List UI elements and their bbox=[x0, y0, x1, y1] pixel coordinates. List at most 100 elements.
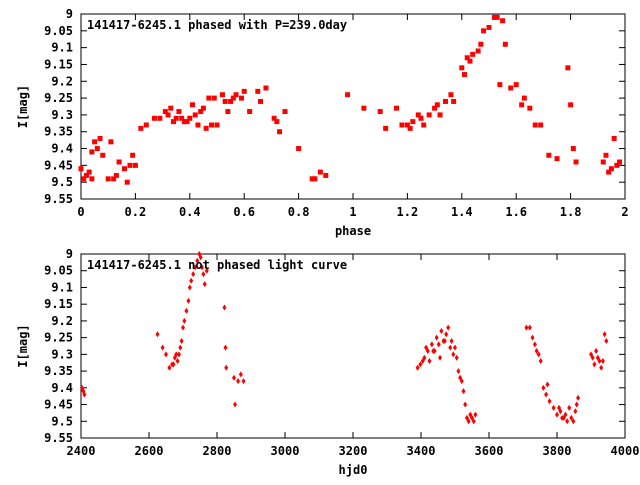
phased-data-point bbox=[151, 115, 157, 121]
phased-data-point bbox=[532, 122, 538, 128]
phased-data-point bbox=[143, 122, 149, 128]
phased-x-axis-label: phase bbox=[335, 224, 371, 238]
phased-data-point bbox=[100, 152, 106, 158]
unphased-ytick-label: 9.45 bbox=[44, 398, 73, 412]
unphased-chart-title: 141417-6245.1 not phased light curve bbox=[87, 258, 347, 272]
unphased-data-point bbox=[592, 361, 597, 368]
unphased-xtick-label: 4000 bbox=[611, 444, 640, 458]
phased-data-point bbox=[209, 122, 215, 128]
phased-data-point bbox=[475, 48, 481, 54]
phased-data-point bbox=[407, 125, 413, 131]
phased-plot-frame bbox=[80, 13, 626, 200]
phased-data-point bbox=[521, 95, 527, 101]
unphased-data-point bbox=[233, 401, 238, 408]
unphased-data-point bbox=[602, 331, 607, 338]
unphased-x-ticks: 2400 2600 2800 3000 3200 3400 3600 3800 4000 bbox=[67, 254, 640, 458]
phased-ytick-label: 9.35 bbox=[44, 125, 73, 139]
phased-data-point bbox=[225, 109, 231, 115]
unphased-data-point bbox=[558, 408, 563, 415]
phased-x-ticks: 0 0.2 0.4 0.6 0.8 1 1.2 1.4 1.6 1.8 2 bbox=[77, 14, 629, 219]
unphased-data-point bbox=[436, 341, 441, 348]
unphased-data-point bbox=[597, 358, 602, 365]
unphased-data-point bbox=[576, 394, 581, 401]
unphased-data-point bbox=[439, 327, 444, 334]
unphased-data-point bbox=[193, 264, 198, 271]
phased-xtick-label: 0 bbox=[77, 205, 84, 219]
phased-data-point bbox=[361, 105, 367, 111]
unphased-xtick-label: 3000 bbox=[271, 444, 300, 458]
phased-data-point bbox=[573, 159, 579, 165]
unphased-data-point bbox=[160, 344, 165, 351]
phased-ytick-label: 9.5 bbox=[51, 175, 73, 189]
phased-data-point bbox=[274, 119, 280, 125]
phased-data-point bbox=[86, 169, 92, 175]
phased-xtick-label: 0.6 bbox=[233, 205, 255, 219]
unphased-data-point bbox=[176, 351, 181, 358]
phased-data-point bbox=[519, 102, 525, 108]
phased-ytick-label: 9.3 bbox=[51, 108, 73, 122]
unphased-data-point bbox=[536, 351, 541, 358]
unphased-y-ticks: 9 9.05 9.1 9.15 9.2 9.25 9.3 9.35 9.4 9.45 9.5 9.55 bbox=[44, 247, 625, 445]
phased-data-point bbox=[122, 166, 128, 172]
phased-data-point bbox=[92, 139, 98, 145]
unphased-light-curve-panel: 9 9.05 9.1 9.15 9.2 9.25 9.3 9.35 9.4 9.45 9.5 9.55… bbox=[16, 247, 639, 477]
phased-data-point bbox=[467, 58, 473, 64]
phased-data-point bbox=[198, 109, 204, 115]
phased-data-point bbox=[190, 102, 196, 108]
phased-xtick-label: 0.4 bbox=[179, 205, 201, 219]
phased-data-point bbox=[241, 88, 247, 94]
phased-data-point bbox=[176, 109, 182, 115]
phased-data-point bbox=[200, 105, 206, 111]
unphased-data-point bbox=[600, 358, 605, 365]
unphased-data-point bbox=[599, 364, 604, 371]
phased-light-curve-panel: 9 9.05 9.1 9.15 9.2 9.25 9.3 9.35 9.4 9.45 9.5 9.55… bbox=[16, 7, 629, 238]
unphased-xtick-label: 3400 bbox=[407, 444, 436, 458]
unphased-data-point bbox=[184, 307, 189, 314]
phased-data-point bbox=[89, 176, 95, 182]
phased-data-point bbox=[494, 14, 500, 20]
unphased-data-point bbox=[182, 317, 187, 324]
unphased-data-point bbox=[438, 354, 443, 361]
phased-data-point bbox=[317, 169, 323, 175]
unphased-data-point bbox=[82, 391, 87, 398]
phased-data-point bbox=[614, 162, 620, 168]
phased-data-point bbox=[451, 98, 457, 104]
phased-data-point bbox=[377, 109, 383, 115]
phased-ytick-label: 9.2 bbox=[51, 74, 73, 88]
unphased-x-axis-label: hjd0 bbox=[339, 463, 368, 477]
phased-data-point bbox=[459, 65, 465, 71]
phased-data-point bbox=[309, 176, 315, 182]
phased-data-point bbox=[222, 98, 228, 104]
unphased-data-point bbox=[473, 411, 478, 418]
unphased-data-point bbox=[432, 348, 437, 355]
phased-data-point bbox=[162, 109, 168, 115]
phased-data-point bbox=[345, 92, 351, 98]
unphased-data-point bbox=[232, 374, 236, 381]
phased-data-point bbox=[603, 152, 609, 158]
unphased-data-point bbox=[538, 358, 543, 365]
unphased-xtick-label: 3600 bbox=[475, 444, 504, 458]
unphased-data-point bbox=[444, 331, 449, 338]
unphased-data-point bbox=[442, 337, 447, 344]
unphased-data-point bbox=[446, 324, 451, 331]
phased-data-point bbox=[255, 88, 261, 94]
phased-data-point bbox=[97, 135, 103, 141]
phased-data-point bbox=[219, 92, 225, 98]
phased-data-point bbox=[448, 92, 454, 98]
unphased-data-point bbox=[187, 284, 192, 291]
phased-xtick-label: 1.4 bbox=[451, 205, 473, 219]
unphased-ytick-label: 9.55 bbox=[44, 431, 73, 445]
phased-data-point bbox=[399, 122, 405, 128]
phased-data-point bbox=[233, 92, 239, 98]
phased-data-point bbox=[206, 95, 212, 101]
phased-ytick-label: 9.4 bbox=[51, 142, 73, 156]
unphased-data-point bbox=[186, 297, 191, 304]
phased-ytick-label: 9.05 bbox=[44, 24, 73, 38]
phased-ytick-label: 9.45 bbox=[44, 158, 73, 172]
phased-data-point bbox=[228, 98, 234, 104]
phased-data-point bbox=[132, 162, 138, 168]
phased-data-point bbox=[513, 82, 519, 88]
unphased-data-point bbox=[202, 281, 207, 288]
unphased-ytick-label: 9.5 bbox=[51, 414, 73, 428]
unphased-data-point bbox=[463, 401, 468, 408]
